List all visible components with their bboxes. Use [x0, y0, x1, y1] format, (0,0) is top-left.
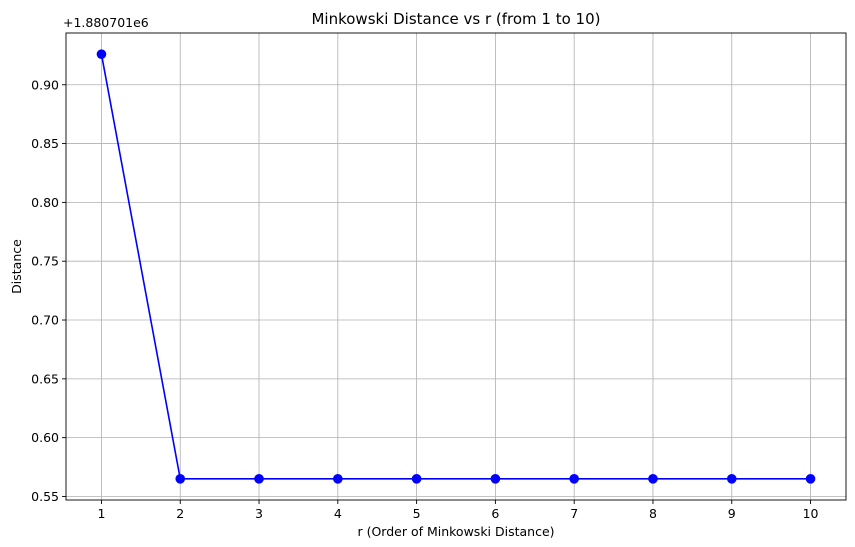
grid	[66, 33, 846, 500]
x-tick-label: 5	[413, 506, 421, 521]
x-axis-label: r (Order of Minkowski Distance)	[357, 524, 554, 539]
x-tick-label: 7	[570, 506, 578, 521]
x-tick-label: 10	[803, 506, 819, 521]
y-tick-label: 0.75	[31, 254, 59, 269]
data-point	[411, 474, 422, 484]
x-tick-label: 1	[97, 506, 105, 521]
data-point	[726, 474, 737, 484]
y-tick-label: 0.55	[31, 489, 59, 504]
plot-frame	[65, 32, 847, 501]
x-tick-label: 8	[649, 506, 657, 521]
data-point	[569, 474, 579, 484]
y-tick-label: 0.60	[31, 430, 59, 445]
series-layer	[96, 49, 816, 484]
x-tick-label: 4	[334, 506, 342, 521]
x-tick-label: 6	[491, 506, 499, 521]
y-tick-label: 0.65	[31, 371, 59, 386]
y-tick-label: 0.85	[31, 136, 59, 151]
y-axis-label: Distance	[9, 239, 24, 294]
ticks: 1 2 3 4 5 6 7 8 9 10 0.55 0.60 0.65 0.70 0.75 0.80 0.85 0…	[31, 77, 818, 521]
y-axis-offset-label: +1.880701e6	[63, 15, 149, 30]
data-point	[175, 474, 186, 484]
y-tick-label: 0.90	[31, 77, 59, 92]
data-point	[648, 474, 658, 484]
x-tick-label: 2	[176, 506, 184, 521]
data-point	[96, 49, 107, 59]
data-point	[333, 474, 343, 484]
data-point	[490, 474, 501, 484]
chart-title: Minkowski Distance vs r (from 1 to 10)	[311, 10, 600, 28]
y-tick-label: 0.70	[31, 313, 59, 328]
data-point	[254, 474, 264, 484]
x-tick-label: 9	[728, 506, 736, 521]
x-tick-label: 3	[255, 506, 263, 521]
series-line	[100, 54, 811, 480]
data-point	[805, 474, 816, 484]
y-tick-label: 0.80	[31, 195, 59, 210]
